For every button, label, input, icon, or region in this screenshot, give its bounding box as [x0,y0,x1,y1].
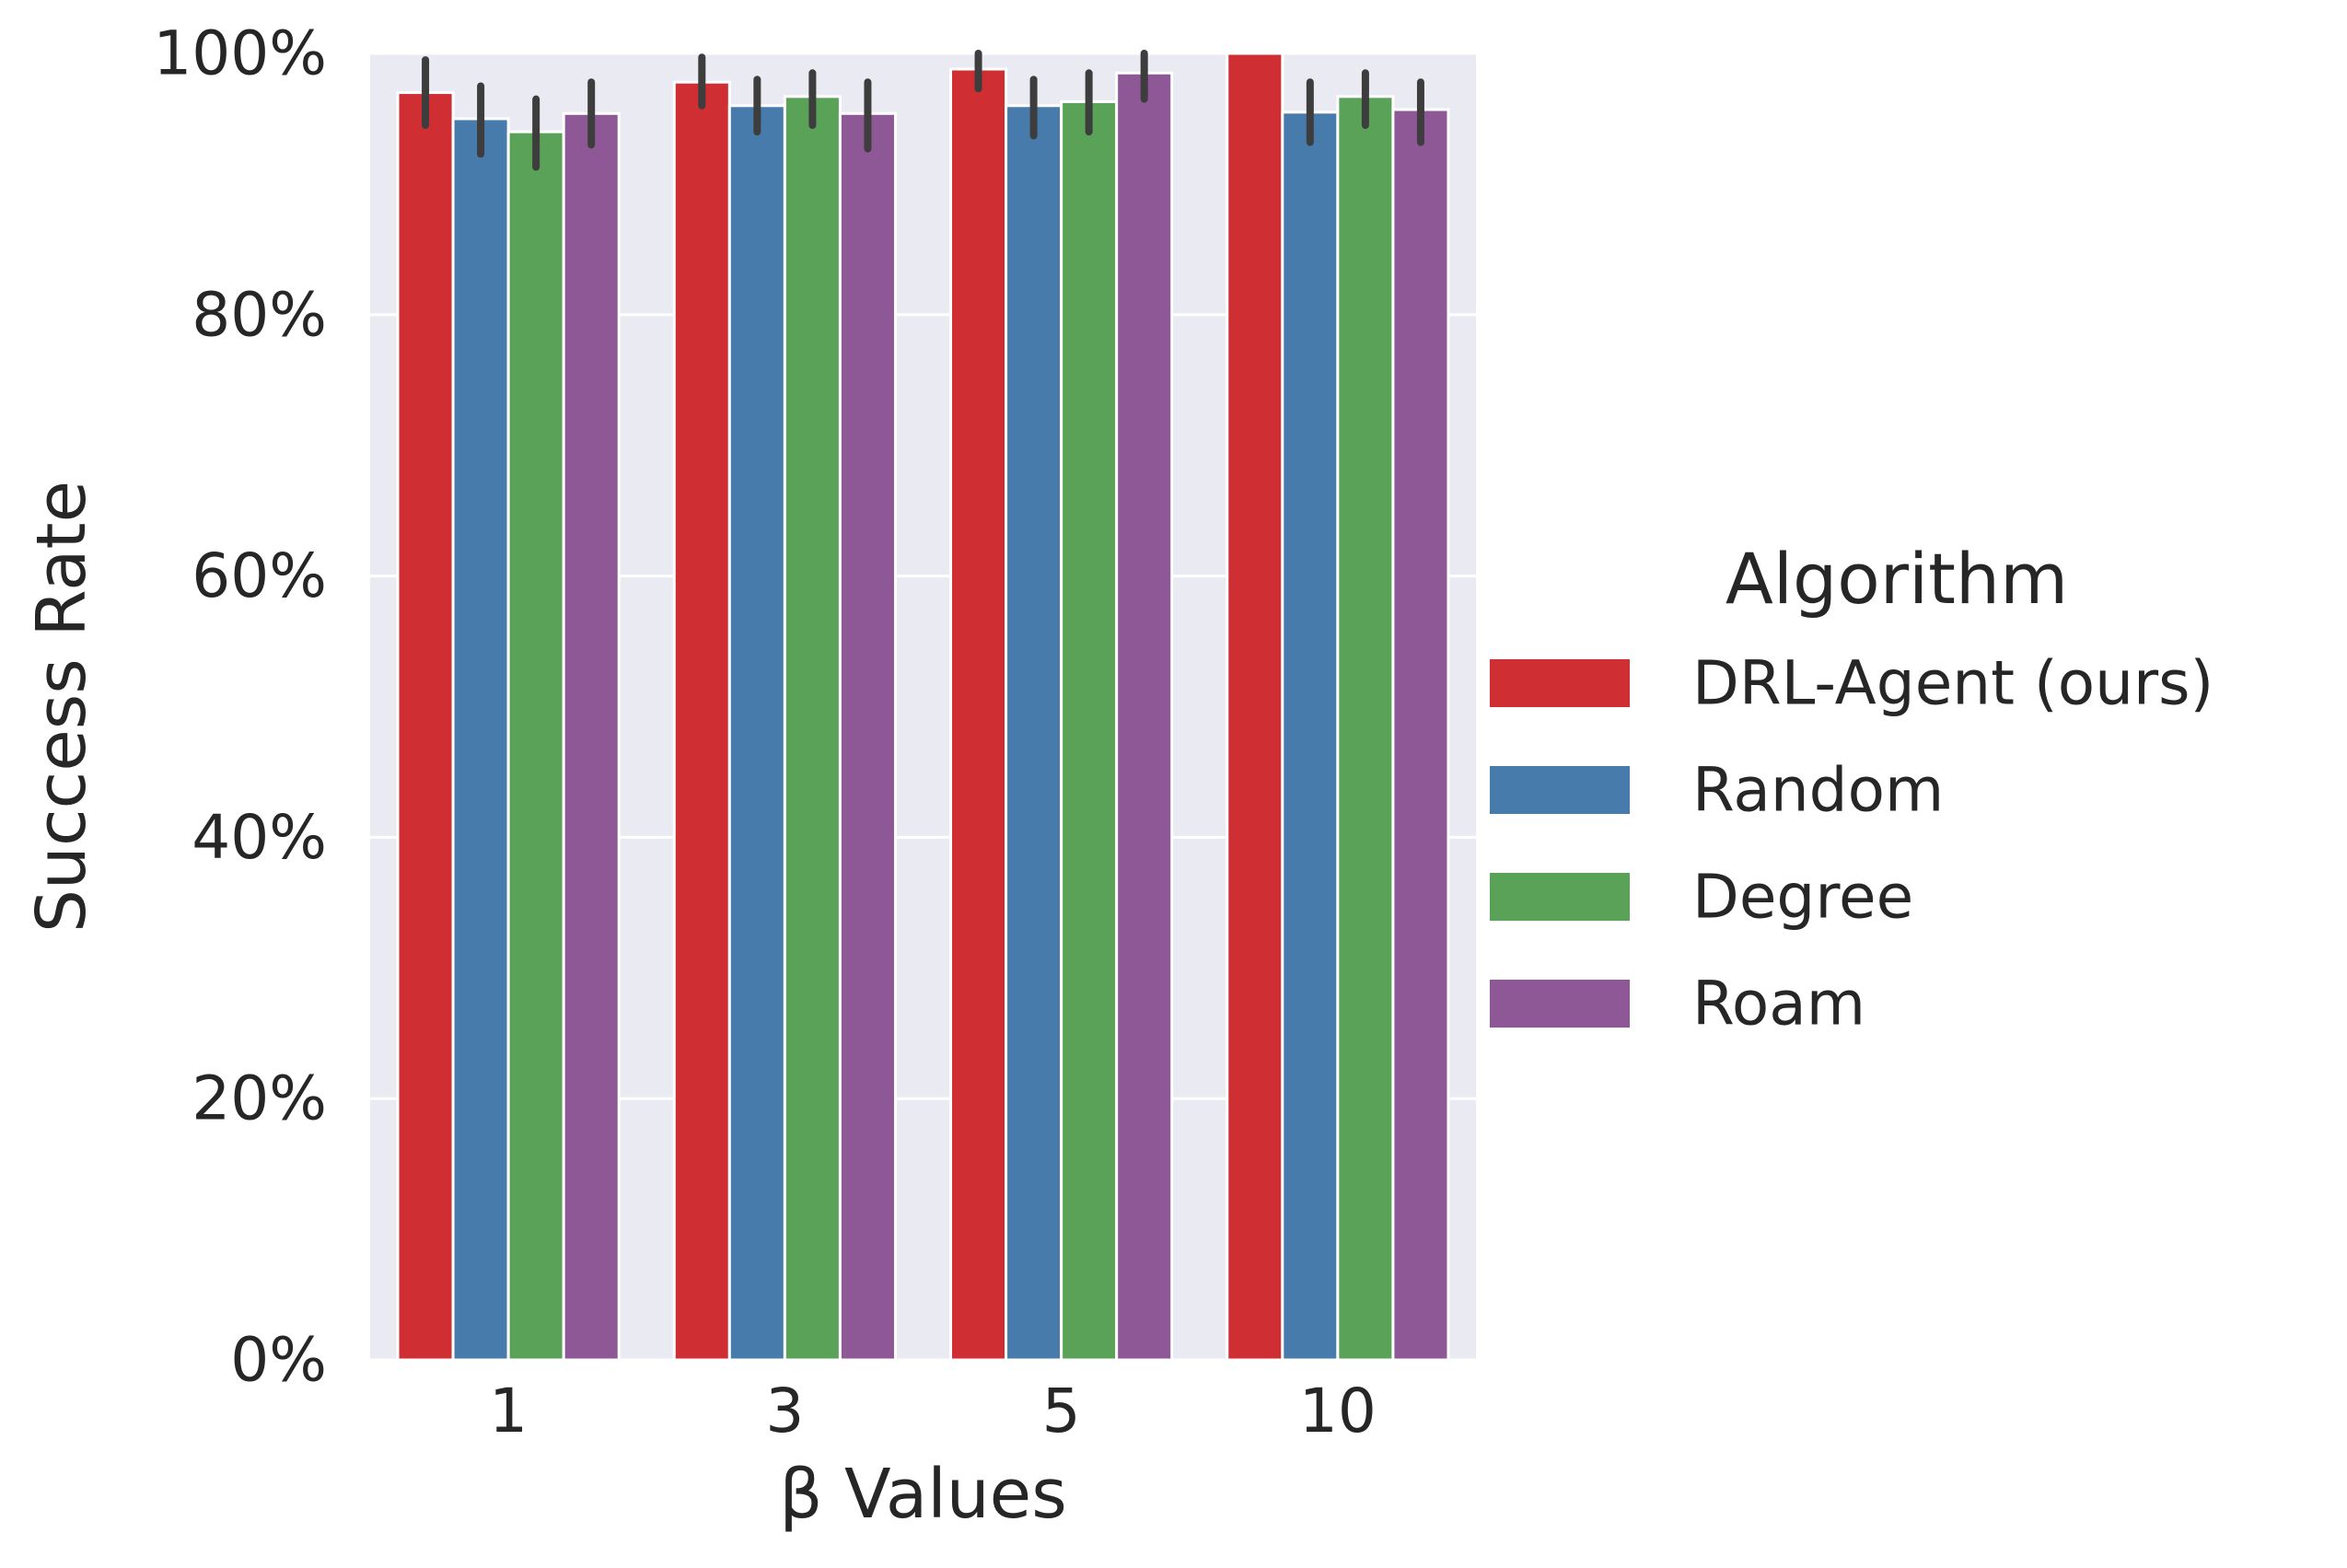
bar [451,117,510,1362]
y-tick-label: 20% [192,1063,327,1134]
legend-swatch [1490,659,1630,707]
y-tick-label: 80% [192,279,327,350]
bar [1005,104,1063,1362]
bar [1336,95,1395,1362]
legend-swatch [1490,980,1630,1028]
bar [672,80,731,1362]
bar [1226,52,1284,1362]
x-tick-label: 3 [765,1376,804,1446]
y-tick-label: 40% [192,802,327,873]
legend: Algorithm DRL-Agent (ours) Random Degree Ro… [1490,538,2213,1040]
y-tick-labels: 0% 20% 40% 60% 80% 100% [153,18,327,1396]
bar [727,104,786,1362]
bars [396,52,1450,1362]
bar [506,130,565,1362]
legend-label: Roam [1692,969,1865,1040]
error-bars [422,50,1424,171]
x-tick-label: 10 [1299,1376,1377,1446]
x-axis-label: β Values [779,1455,1067,1534]
y-tick-label: 100% [153,18,327,89]
x-tick-label: 1 [489,1376,528,1446]
y-axis-label: Success Rate [22,481,101,933]
y-tick-label: 60% [192,540,327,611]
legend-swatch [1490,873,1630,921]
bar [1060,100,1119,1362]
legend-title: Algorithm [1725,538,2068,620]
x-tick-label: 5 [1042,1376,1081,1446]
legend-label: Degree [1692,862,1913,933]
bar [1281,110,1340,1362]
bar [1115,71,1174,1362]
bar [396,91,455,1362]
y-tick-label: 0% [230,1325,327,1396]
bar [838,111,897,1362]
legend-swatch [1490,766,1630,814]
bar [949,67,1008,1362]
bar [783,95,842,1362]
legend-label: DRL-Agent (ours) [1692,648,2213,719]
bar [1391,108,1450,1362]
legend-label: Random [1692,755,1944,826]
bar [562,111,621,1362]
x-tick-labels: 1 3 5 10 [489,1376,1377,1446]
